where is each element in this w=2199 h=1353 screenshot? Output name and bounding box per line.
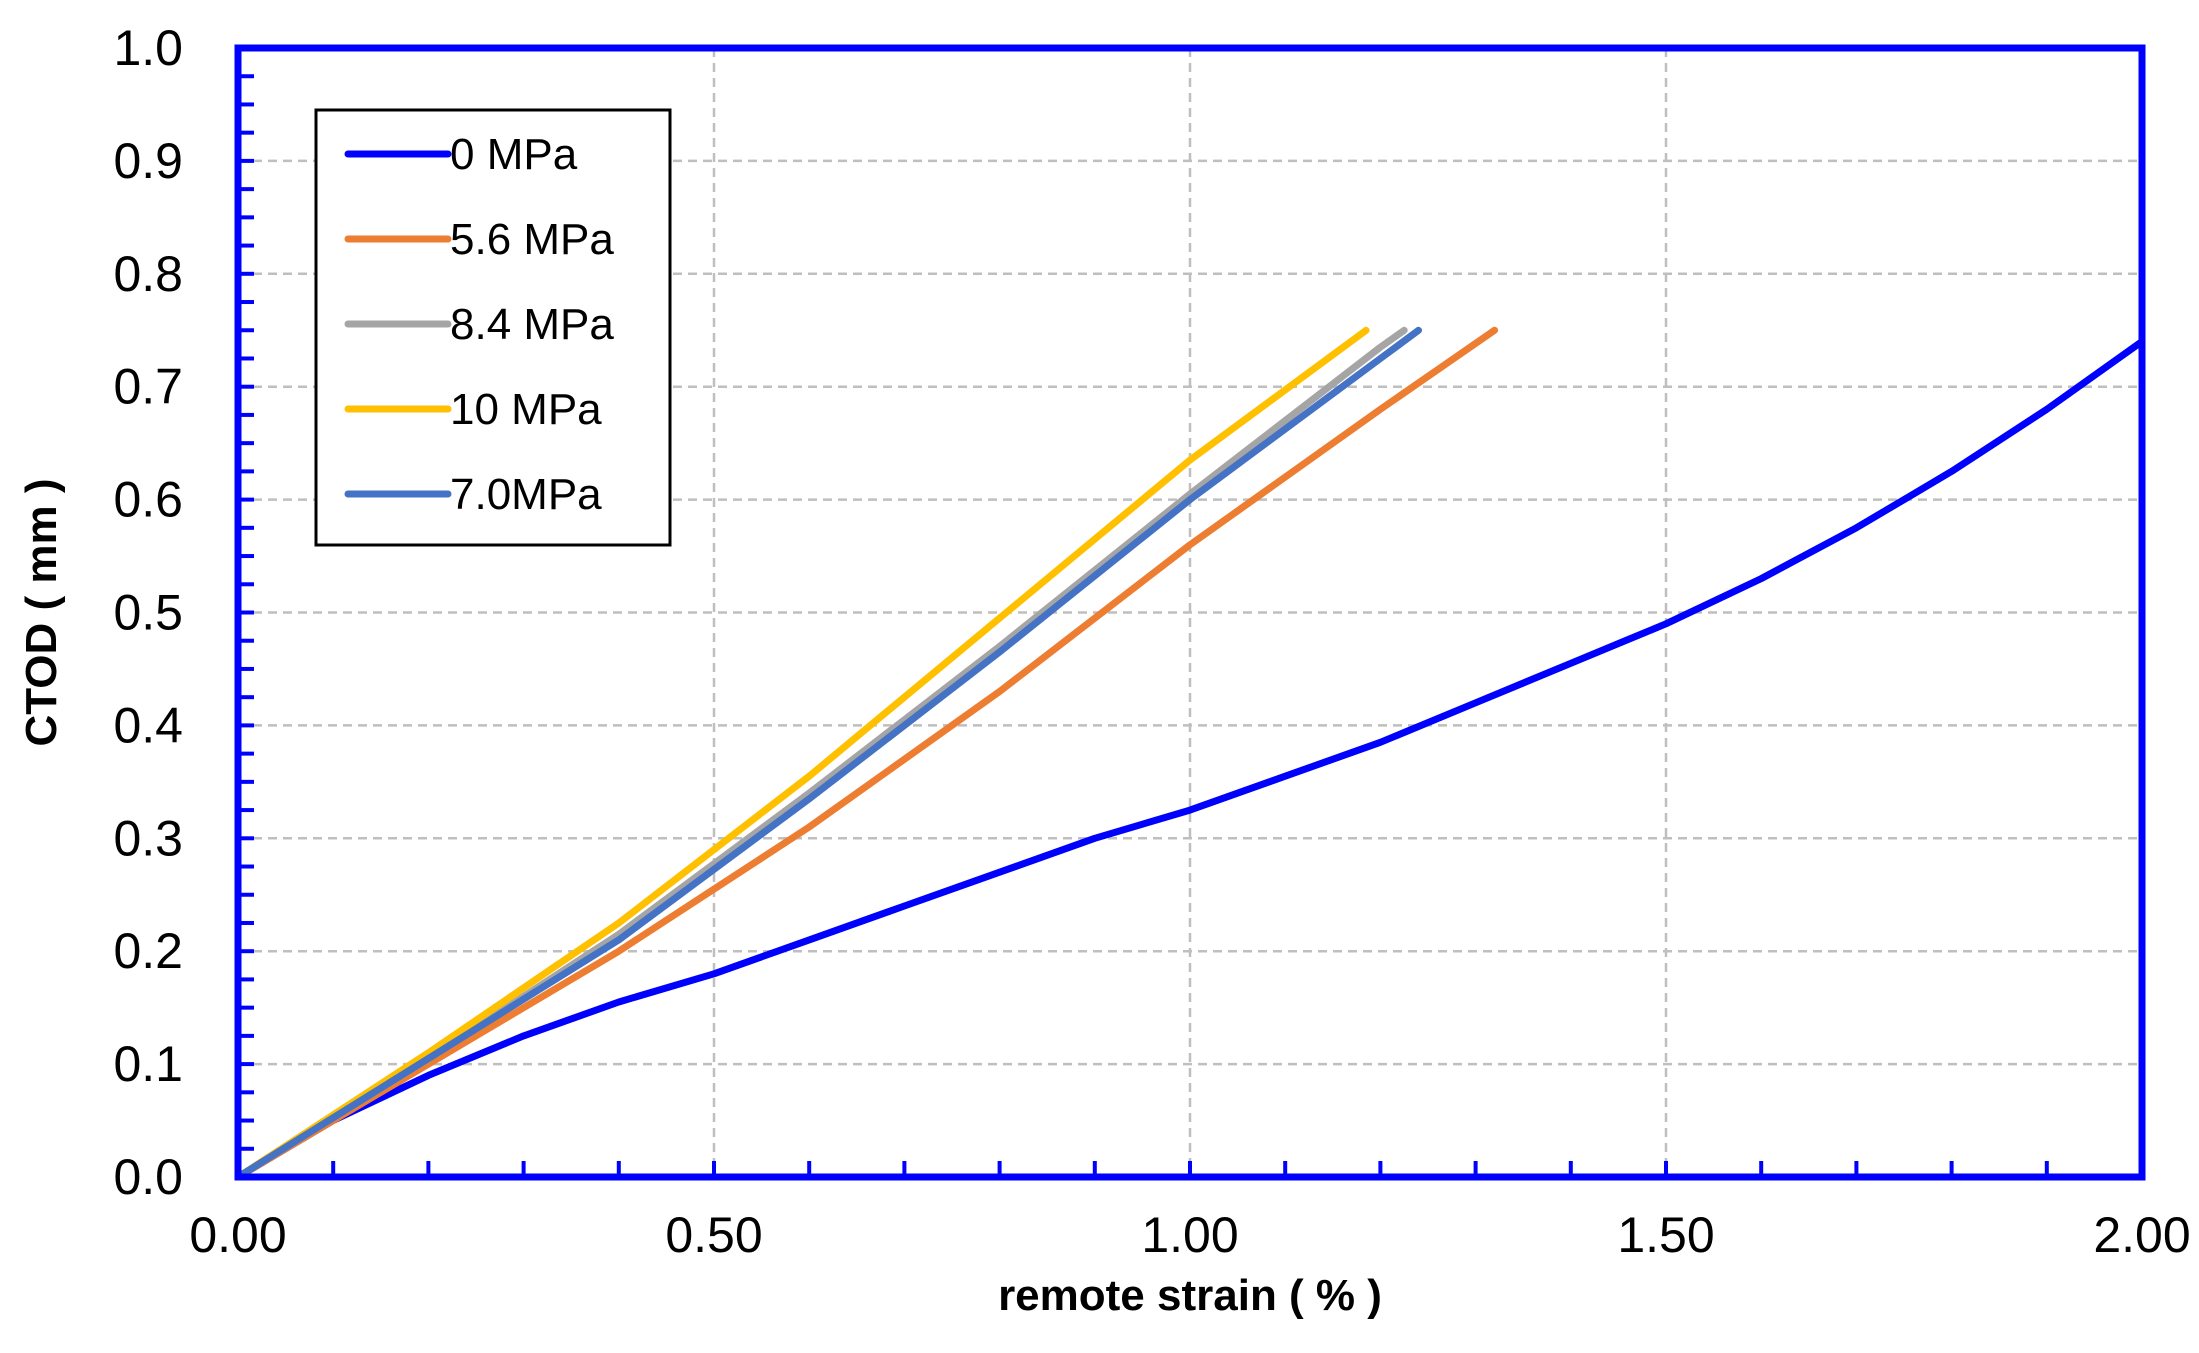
series-line-0 xyxy=(234,338,2146,1181)
x-tick-label: 1.00 xyxy=(1141,1207,1238,1263)
y-tick-labels: 0.0 0.1 0.2 0.3 0.4 0.5 0.6 0.7 0.8 0.9 1.0 xyxy=(113,20,183,1205)
series-line-3 xyxy=(234,326,1370,1181)
series-layer xyxy=(234,326,2146,1181)
x-tick-labels: 0.00 0.50 1.00 1.50 2.00 xyxy=(189,1207,2190,1263)
x-tick-label: 0.50 xyxy=(665,1207,762,1263)
y-axis-title: CTOD ( mm ) xyxy=(17,478,66,746)
legend-label-3: 10 MPa xyxy=(450,385,602,434)
y-tick-label: 0.0 xyxy=(113,1149,183,1205)
legend-label-1: 5.6 MPa xyxy=(450,215,614,264)
legend-label-2: 8.4 MPa xyxy=(450,300,614,349)
plot-frame xyxy=(234,44,2146,1181)
y-tick-label: 0.2 xyxy=(113,923,183,979)
y-tick-label: 0.5 xyxy=(113,585,183,641)
legend-label-4: 7.0MPa xyxy=(450,470,602,519)
y-tick-label: 0.7 xyxy=(113,359,183,415)
y-tick-label: 0.4 xyxy=(113,697,183,753)
legend: 0 MPa 5.6 MPa 8.4 MPa 10 MPa 7.0MPa xyxy=(314,108,672,547)
y-tick-label: 0.8 xyxy=(113,246,183,302)
x-axis-title: remote strain ( % ) xyxy=(998,1271,1382,1320)
y-tick-label: 0.6 xyxy=(113,472,183,528)
y-tick-label: 0.3 xyxy=(113,810,183,866)
legend-label-0: 0 MPa xyxy=(450,130,578,179)
x-tick-label: 0.00 xyxy=(189,1207,286,1263)
y-tick-label: 1.0 xyxy=(113,20,183,76)
series-line-4 xyxy=(234,326,1422,1181)
x-tick-label: 1.50 xyxy=(1617,1207,1714,1263)
y-tick-label: 0.1 xyxy=(113,1036,183,1092)
y-tick-label: 0.9 xyxy=(113,133,183,189)
x-tick-label: 2.00 xyxy=(2093,1207,2190,1263)
series-line-1 xyxy=(234,326,1499,1181)
